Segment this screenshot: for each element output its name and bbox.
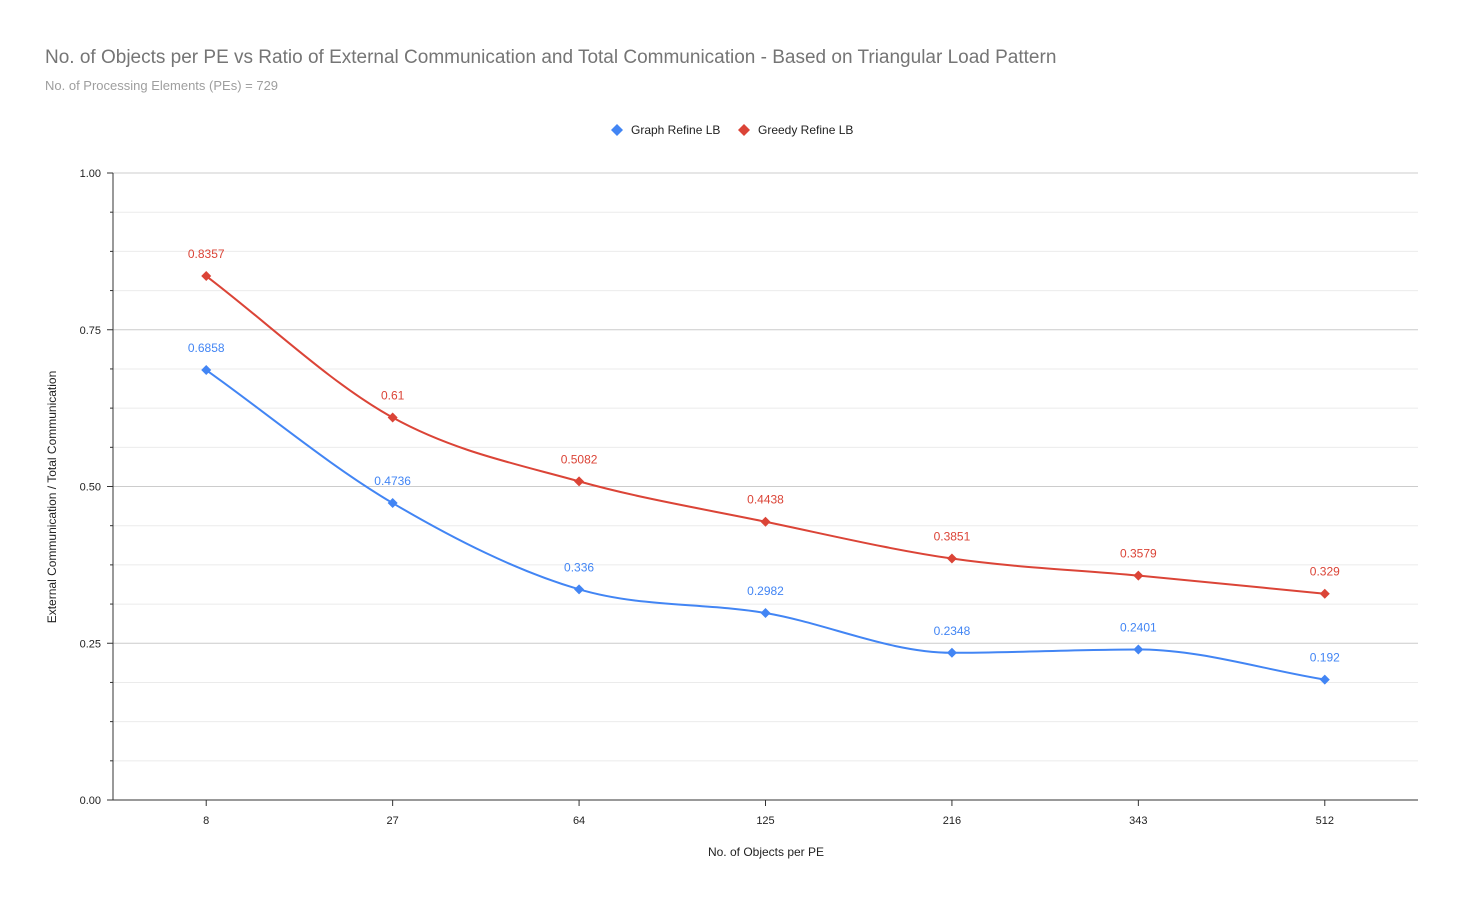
- data-label-greedy-refine-lb-216: 0.3851: [934, 530, 971, 544]
- data-point-graph-refine-lb-512[interactable]: [1319, 674, 1330, 685]
- data-point-greedy-refine-lb-8[interactable]: [201, 271, 212, 282]
- x-axis-label: No. of Objects per PE: [708, 845, 824, 859]
- data-point-greedy-refine-lb-216[interactable]: [946, 553, 957, 564]
- data-label-graph-refine-lb-512: 0.192: [1310, 651, 1340, 665]
- data-label-greedy-refine-lb-125: 0.4438: [747, 493, 784, 507]
- y-tick-label-0-50: 0.50: [80, 482, 101, 494]
- x-tick-label-125: 125: [756, 815, 774, 827]
- data-point-greedy-refine-lb-64[interactable]: [574, 476, 585, 487]
- y-axis-label: External Communication / Total Communica…: [45, 371, 59, 624]
- series: 0.6858 0.4736 0.336 0.2982 0.2348 0.2401 0.192…: [188, 247, 1340, 685]
- y-tick-label-0-75: 0.75: [80, 325, 101, 337]
- data-label-graph-refine-lb-216: 0.2348: [934, 624, 971, 638]
- data-point-graph-refine-lb-343[interactable]: [1133, 644, 1144, 655]
- data-label-graph-refine-lb-125: 0.2982: [747, 584, 784, 598]
- y-tick-label-0-00: 0.00: [80, 795, 101, 807]
- chart-title: No. of Objects per PE vs Ratio of Extern…: [45, 47, 1056, 68]
- legend-marker-graph-refine: [611, 124, 623, 136]
- y-tick-label-1-00: 1.00: [80, 168, 101, 180]
- chart-subtitle: No. of Processing Elements (PEs) = 729: [45, 78, 278, 93]
- gridlines: [113, 172, 1418, 762]
- series-graph-refine-lb: 0.6858 0.4736 0.336 0.2982 0.2348 0.2401 0.192: [188, 341, 1340, 685]
- data-label-graph-refine-lb-8: 0.6858: [188, 341, 225, 355]
- data-label-greedy-refine-lb-64: 0.5082: [561, 452, 598, 466]
- x-tick-label-216: 216: [943, 815, 961, 827]
- legend-item-graph-refine[interactable]: Graph Refine LB: [611, 123, 720, 137]
- x-tick-labels: 8 27 64 125 216 343 512: [203, 815, 1334, 827]
- x-tick-label-8: 8: [203, 815, 209, 827]
- x-tick-label-343: 343: [1129, 815, 1147, 827]
- data-point-graph-refine-lb-27[interactable]: [387, 498, 398, 509]
- y-tick-labels: 0.00 0.25 0.50 0.75 1.00: [80, 168, 101, 807]
- data-label-graph-refine-lb-343: 0.2401: [1120, 620, 1157, 634]
- x-tick-label-27: 27: [387, 815, 399, 827]
- x-tick-label-512: 512: [1316, 815, 1334, 827]
- legend-label-graph-refine: Graph Refine LB: [631, 123, 720, 137]
- legend-marker-greedy-refine: [738, 124, 750, 136]
- y-tick-label-0-25: 0.25: [80, 638, 101, 650]
- data-point-graph-refine-lb-216[interactable]: [946, 647, 957, 658]
- legend-item-greedy-refine[interactable]: Greedy Refine LB: [738, 123, 853, 137]
- data-point-graph-refine-lb-125[interactable]: [760, 608, 771, 619]
- legend-label-greedy-refine: Greedy Refine LB: [758, 123, 853, 137]
- data-point-greedy-refine-lb-343[interactable]: [1133, 570, 1144, 581]
- data-label-greedy-refine-lb-8: 0.8357: [188, 247, 225, 261]
- data-point-graph-refine-lb-64[interactable]: [574, 584, 585, 595]
- data-label-graph-refine-lb-27: 0.4736: [374, 474, 411, 488]
- data-point-graph-refine-lb-8[interactable]: [201, 365, 212, 376]
- data-point-greedy-refine-lb-27[interactable]: [387, 412, 398, 423]
- data-point-greedy-refine-lb-512[interactable]: [1319, 588, 1330, 599]
- data-point-greedy-refine-lb-125[interactable]: [760, 516, 771, 527]
- legend: Graph Refine LB Greedy Refine LB: [611, 123, 853, 137]
- x-tick-label-64: 64: [573, 815, 585, 827]
- data-label-graph-refine-lb-64: 0.336: [564, 560, 594, 574]
- series-line-greedy-refine-lb: [205, 275, 1325, 595]
- data-label-greedy-refine-lb-512: 0.329: [1310, 565, 1340, 579]
- data-label-greedy-refine-lb-343: 0.3579: [1120, 547, 1157, 561]
- data-label-greedy-refine-lb-27: 0.61: [381, 389, 405, 403]
- series-greedy-refine-lb: 0.8357 0.61 0.5082 0.4438 0.3851 0.3579 0.329: [188, 247, 1340, 599]
- axes: [107, 172, 1418, 806]
